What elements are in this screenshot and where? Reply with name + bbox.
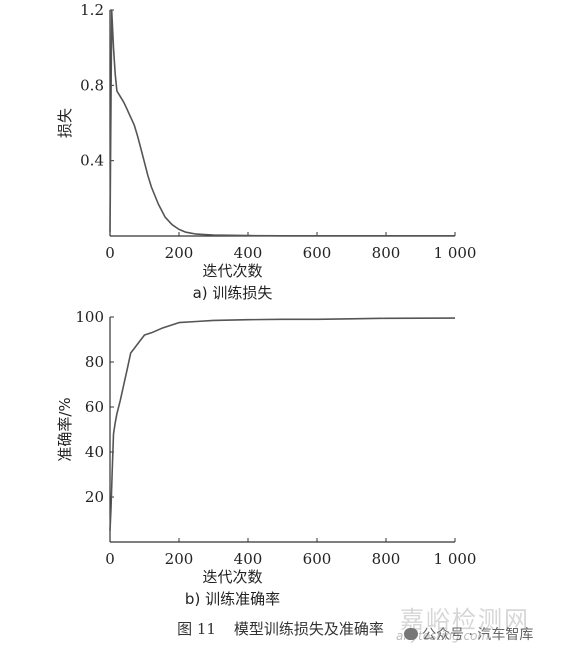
chart-1: 0 200 400 600 800 1 000 0.4 0.8 1.2 迭代次数 a) 训练损失 损失 — [56, 1, 476, 302]
y-tick-label: 60 — [85, 398, 104, 416]
x-tick-label: 600 — [303, 244, 332, 262]
x-tick-label: 800 — [372, 550, 401, 568]
y-tick-label: 0.8 — [80, 76, 104, 94]
y-axis-label: 损失 — [56, 108, 74, 138]
y-tick-label: 100 — [75, 308, 104, 326]
y-tick-label: 20 — [85, 488, 104, 506]
figure-title: 模型训练损失及准确率 — [233, 620, 384, 638]
x-tick-label: 600 — [303, 550, 332, 568]
x-tick-label: 0 — [105, 244, 115, 262]
x-tick-label: 400 — [234, 244, 263, 262]
panel-caption: a) 训练损失 — [193, 284, 273, 302]
x-tick-label: 200 — [165, 550, 194, 568]
x-tick-label: 0 — [105, 550, 115, 568]
x-axis-label: 迭代次数 — [202, 568, 262, 586]
watermark-site: 嘉峪检测网 — [400, 606, 530, 634]
series-line-1 — [109, 9, 455, 237]
x-tick-label: 200 — [165, 244, 194, 262]
y-tick-label: 0.4 — [80, 152, 104, 170]
x-tick-label: 1 000 — [434, 550, 477, 568]
figure-number: 图 11 — [177, 620, 216, 638]
wechat-icon — [404, 628, 418, 640]
y-tick-label: 80 — [85, 353, 104, 371]
x-tick-label: 800 — [372, 244, 401, 262]
watermark-account-text: 公众号 · 汽车智库 — [422, 627, 534, 643]
series-line-1 — [109, 317, 456, 531]
y-axis-label: 准确率/% — [56, 397, 74, 461]
panel-caption: b) 训练准确率 — [185, 590, 280, 608]
y-tick-label: 40 — [85, 443, 104, 461]
figure-caption: 图 11 模型训练损失及准确率 — [0, 618, 561, 639]
watermark-account: 公众号 · 汽车智库 — [404, 624, 533, 644]
x-axis-label: 迭代次数 — [202, 262, 262, 280]
y-tick-label: 1.2 — [80, 1, 104, 19]
chart-2: 0 200 400 600 800 1 000 20 40 60 80 100 迭代次数 b) 训练准确… — [56, 308, 476, 608]
x-tick-label: 1 000 — [434, 244, 477, 262]
x-tick-label: 400 — [234, 550, 263, 568]
watermark-url: anytesting.com — [396, 629, 490, 643]
